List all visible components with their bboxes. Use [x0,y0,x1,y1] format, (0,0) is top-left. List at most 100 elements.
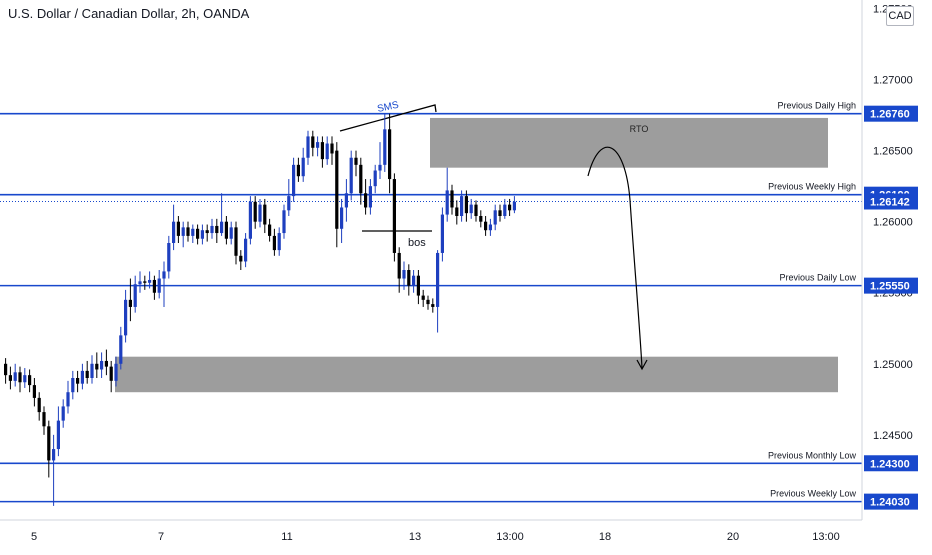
chart-title: U.S. Dollar / Canadian Dollar, 2h, OANDA [8,6,250,21]
candle-body [263,204,267,225]
candle-body [13,372,17,381]
annotations-layer: SMS bos [339,100,648,371]
candle-body [344,193,348,208]
candle-body [23,375,27,383]
candle-body [80,370,84,384]
candle-body [378,164,382,171]
candle-body [340,207,344,229]
level-label-1: Previous Weekly High [768,182,856,192]
candle-body [460,196,464,216]
candle-body [503,204,507,216]
candle-body [311,136,315,148]
zone-0 [430,117,828,168]
candle-body [244,238,248,262]
candle-body [196,228,200,239]
candle-body [148,279,152,283]
candle-body [37,397,41,413]
candle-body [229,227,233,239]
candle-body [277,233,281,251]
candle-body [359,164,363,194]
candle-body [47,426,51,461]
candle-body [488,224,492,231]
candle-body [157,278,161,293]
candle-body [119,335,123,364]
candle-body [167,243,171,272]
zone-label-0: RTO [630,124,649,134]
time-tick-6: 20 [727,531,739,543]
candle-body [32,385,36,398]
candle-body [421,295,425,300]
candle-body [455,207,459,216]
candle-body [109,366,113,381]
price-tick-1: 1.27000 [873,75,913,87]
candle-body [373,170,377,187]
candle-body [248,201,252,239]
price-tick-2: 1.26500 [873,146,913,158]
candle-body [335,150,339,229]
price-label-box-4 [864,455,918,472]
candle-body [388,129,392,180]
candle-body [215,225,219,234]
time-tick-3: 13 [409,531,421,543]
candle-body [484,221,488,231]
candle-body [152,279,156,293]
projection-arrowhead [636,359,648,371]
candle-body [95,363,99,370]
candle-body [71,378,75,393]
candle-body [200,230,204,239]
candle-body [349,157,353,194]
candle-body [28,375,32,386]
candle-body [354,157,358,165]
candle-body [4,363,8,376]
candle-body [407,270,411,286]
candle-body [104,360,108,367]
zone-1 [115,356,838,393]
candle-body [100,360,104,370]
currency-badge[interactable]: CAD [886,6,914,26]
candle-body [85,370,89,378]
price-tick-5: 1.25000 [873,359,913,371]
price-label-2: 1.26142 [870,197,910,209]
candle-body [364,193,368,208]
candle-body [18,372,22,383]
candle-body [412,275,416,286]
candle-body [325,143,329,160]
candle-body [440,214,444,253]
candles-layer [4,113,516,506]
time-tick-4: 13:00 [496,531,524,543]
levels-layer: Previous Daily High Previous Weekly High P… [0,101,862,503]
candle-body [469,204,473,214]
candle-body [176,221,180,236]
price-axis: 1.275001.270001.265001.260001.255001.250… [861,0,932,550]
candle-body [124,299,128,336]
candle-body [296,164,300,177]
level-label-0: Previous Daily High [777,101,856,111]
candle-body [445,190,449,215]
candle-body [512,201,516,211]
time-tick-2: 11 [281,531,292,543]
candle-body [436,252,440,307]
time-tick-5: 18 [599,531,611,543]
projection-arrow [587,146,643,369]
price-tick-6: 1.24500 [873,430,913,442]
candle-body [76,378,80,384]
price-label-box-2 [864,193,918,210]
price-label-0: 1.26760 [870,109,910,121]
candle-body [316,142,320,148]
price-label-4: 1.24300 [870,458,910,470]
candle-body [368,186,372,208]
candle-body [56,420,60,450]
candle-body [52,449,56,461]
candle-body [508,204,512,211]
candle-body [186,227,190,236]
level-label-2: Previous Daily Low [779,273,856,283]
candle-body [133,284,137,307]
time-tick-0: 5 [31,531,37,543]
candle-body [498,210,502,216]
candle-body [61,406,65,421]
candle-body [138,281,142,285]
candle-body [239,255,243,262]
candle-body [143,281,147,283]
